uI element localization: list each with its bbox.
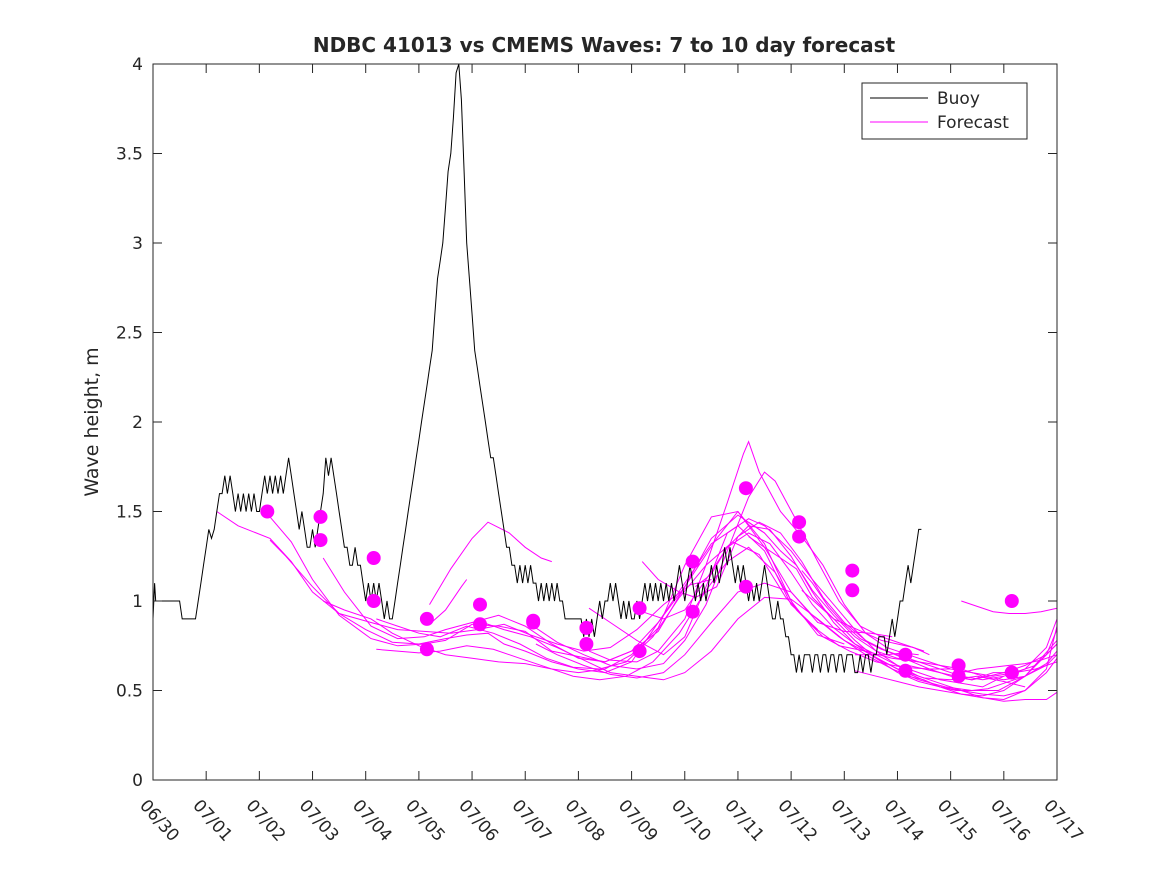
forecast-marker-11 — [526, 615, 541, 630]
forecast-marker-25 — [898, 663, 913, 678]
forecast-line-19 — [748, 536, 1058, 701]
forecast-marker-12 — [579, 620, 594, 635]
forecast-marker-6 — [419, 611, 434, 626]
forecast-marker-26 — [951, 658, 966, 673]
forecast-marker-20 — [792, 515, 807, 530]
forecast-marker-17 — [685, 604, 700, 619]
chart-title: NDBC 41013 vs CMEMS Waves: 7 to 10 day f… — [313, 33, 896, 57]
forecast-line-21 — [801, 589, 930, 656]
forecast-marker-15 — [632, 644, 647, 659]
forecast-line-4 — [322, 510, 845, 663]
forecast-marker-4 — [366, 551, 381, 565]
forecast-series — [216, 440, 1058, 702]
legend: Buoy Forecast — [861, 82, 1028, 140]
forecast-marker-30 — [1004, 665, 1019, 680]
forecast-marker-13 — [579, 637, 594, 651]
forecast-marker-7 — [419, 642, 434, 657]
forecast-line-23 — [854, 629, 1058, 697]
plot-contents — [152, 63, 1058, 702]
forecast-line-15 — [641, 521, 1058, 681]
y-tick-label: 3.5 — [116, 145, 143, 165]
forecast-marker-8 — [473, 597, 487, 612]
forecast-marker-16 — [685, 554, 700, 569]
forecast-marker-18 — [738, 481, 753, 496]
forecast-line-25 — [907, 654, 1058, 691]
forecast-line-12 — [535, 582, 1058, 691]
forecast-line-26 — [961, 600, 1058, 614]
y-tick-label: 0.5 — [116, 682, 143, 702]
forecast-line-3 — [269, 525, 819, 674]
forecast-marker-27 — [951, 669, 966, 684]
forecast-marker-28 — [1004, 594, 1019, 608]
buoy-series — [152, 63, 922, 674]
forecast-marker-1 — [260, 504, 275, 519]
y-axis: 0 0.5 1 1.5 2 2.5 3 3.5 4 — [116, 55, 1057, 791]
legend-box — [861, 82, 1028, 140]
forecast-markers — [260, 481, 1019, 684]
forecast-marker-22 — [845, 563, 860, 578]
forecast-marker-2 — [313, 509, 328, 524]
buoy-line — [152, 63, 922, 674]
forecast-marker-5 — [366, 594, 381, 608]
y-tick-label: 4 — [132, 55, 143, 75]
forecast-line-13 — [588, 440, 1058, 677]
forecast-line-24 — [907, 643, 1058, 681]
forecast-marker-19 — [738, 579, 753, 594]
forecast-line-27 — [961, 654, 1058, 674]
y-tick-label: 2 — [132, 413, 143, 433]
legend-buoy-label: Buoy — [937, 89, 980, 109]
y-tick-label: 3 — [132, 234, 143, 254]
forecast-marker-14 — [632, 601, 647, 616]
y-tick-label: 0 — [132, 771, 143, 791]
legend-forecast-label: Forecast — [937, 113, 1009, 133]
forecast-marker-3 — [313, 533, 328, 548]
forecast-line-14 — [588, 518, 1005, 688]
forecast-marker-23 — [845, 583, 860, 598]
forecast-marker-9 — [473, 617, 487, 632]
forecast-line-8 — [429, 521, 552, 605]
forecast-marker-21 — [792, 529, 807, 544]
y-tick-label: 1.5 — [116, 503, 143, 523]
y-axis-label: Wave height, m — [81, 347, 103, 496]
y-tick-label: 1 — [132, 592, 143, 612]
y-tick-label: 2.5 — [116, 324, 143, 344]
forecast-line-7 — [376, 546, 951, 681]
forecast-line-9 — [429, 579, 468, 625]
forecast-marker-24 — [898, 647, 913, 662]
